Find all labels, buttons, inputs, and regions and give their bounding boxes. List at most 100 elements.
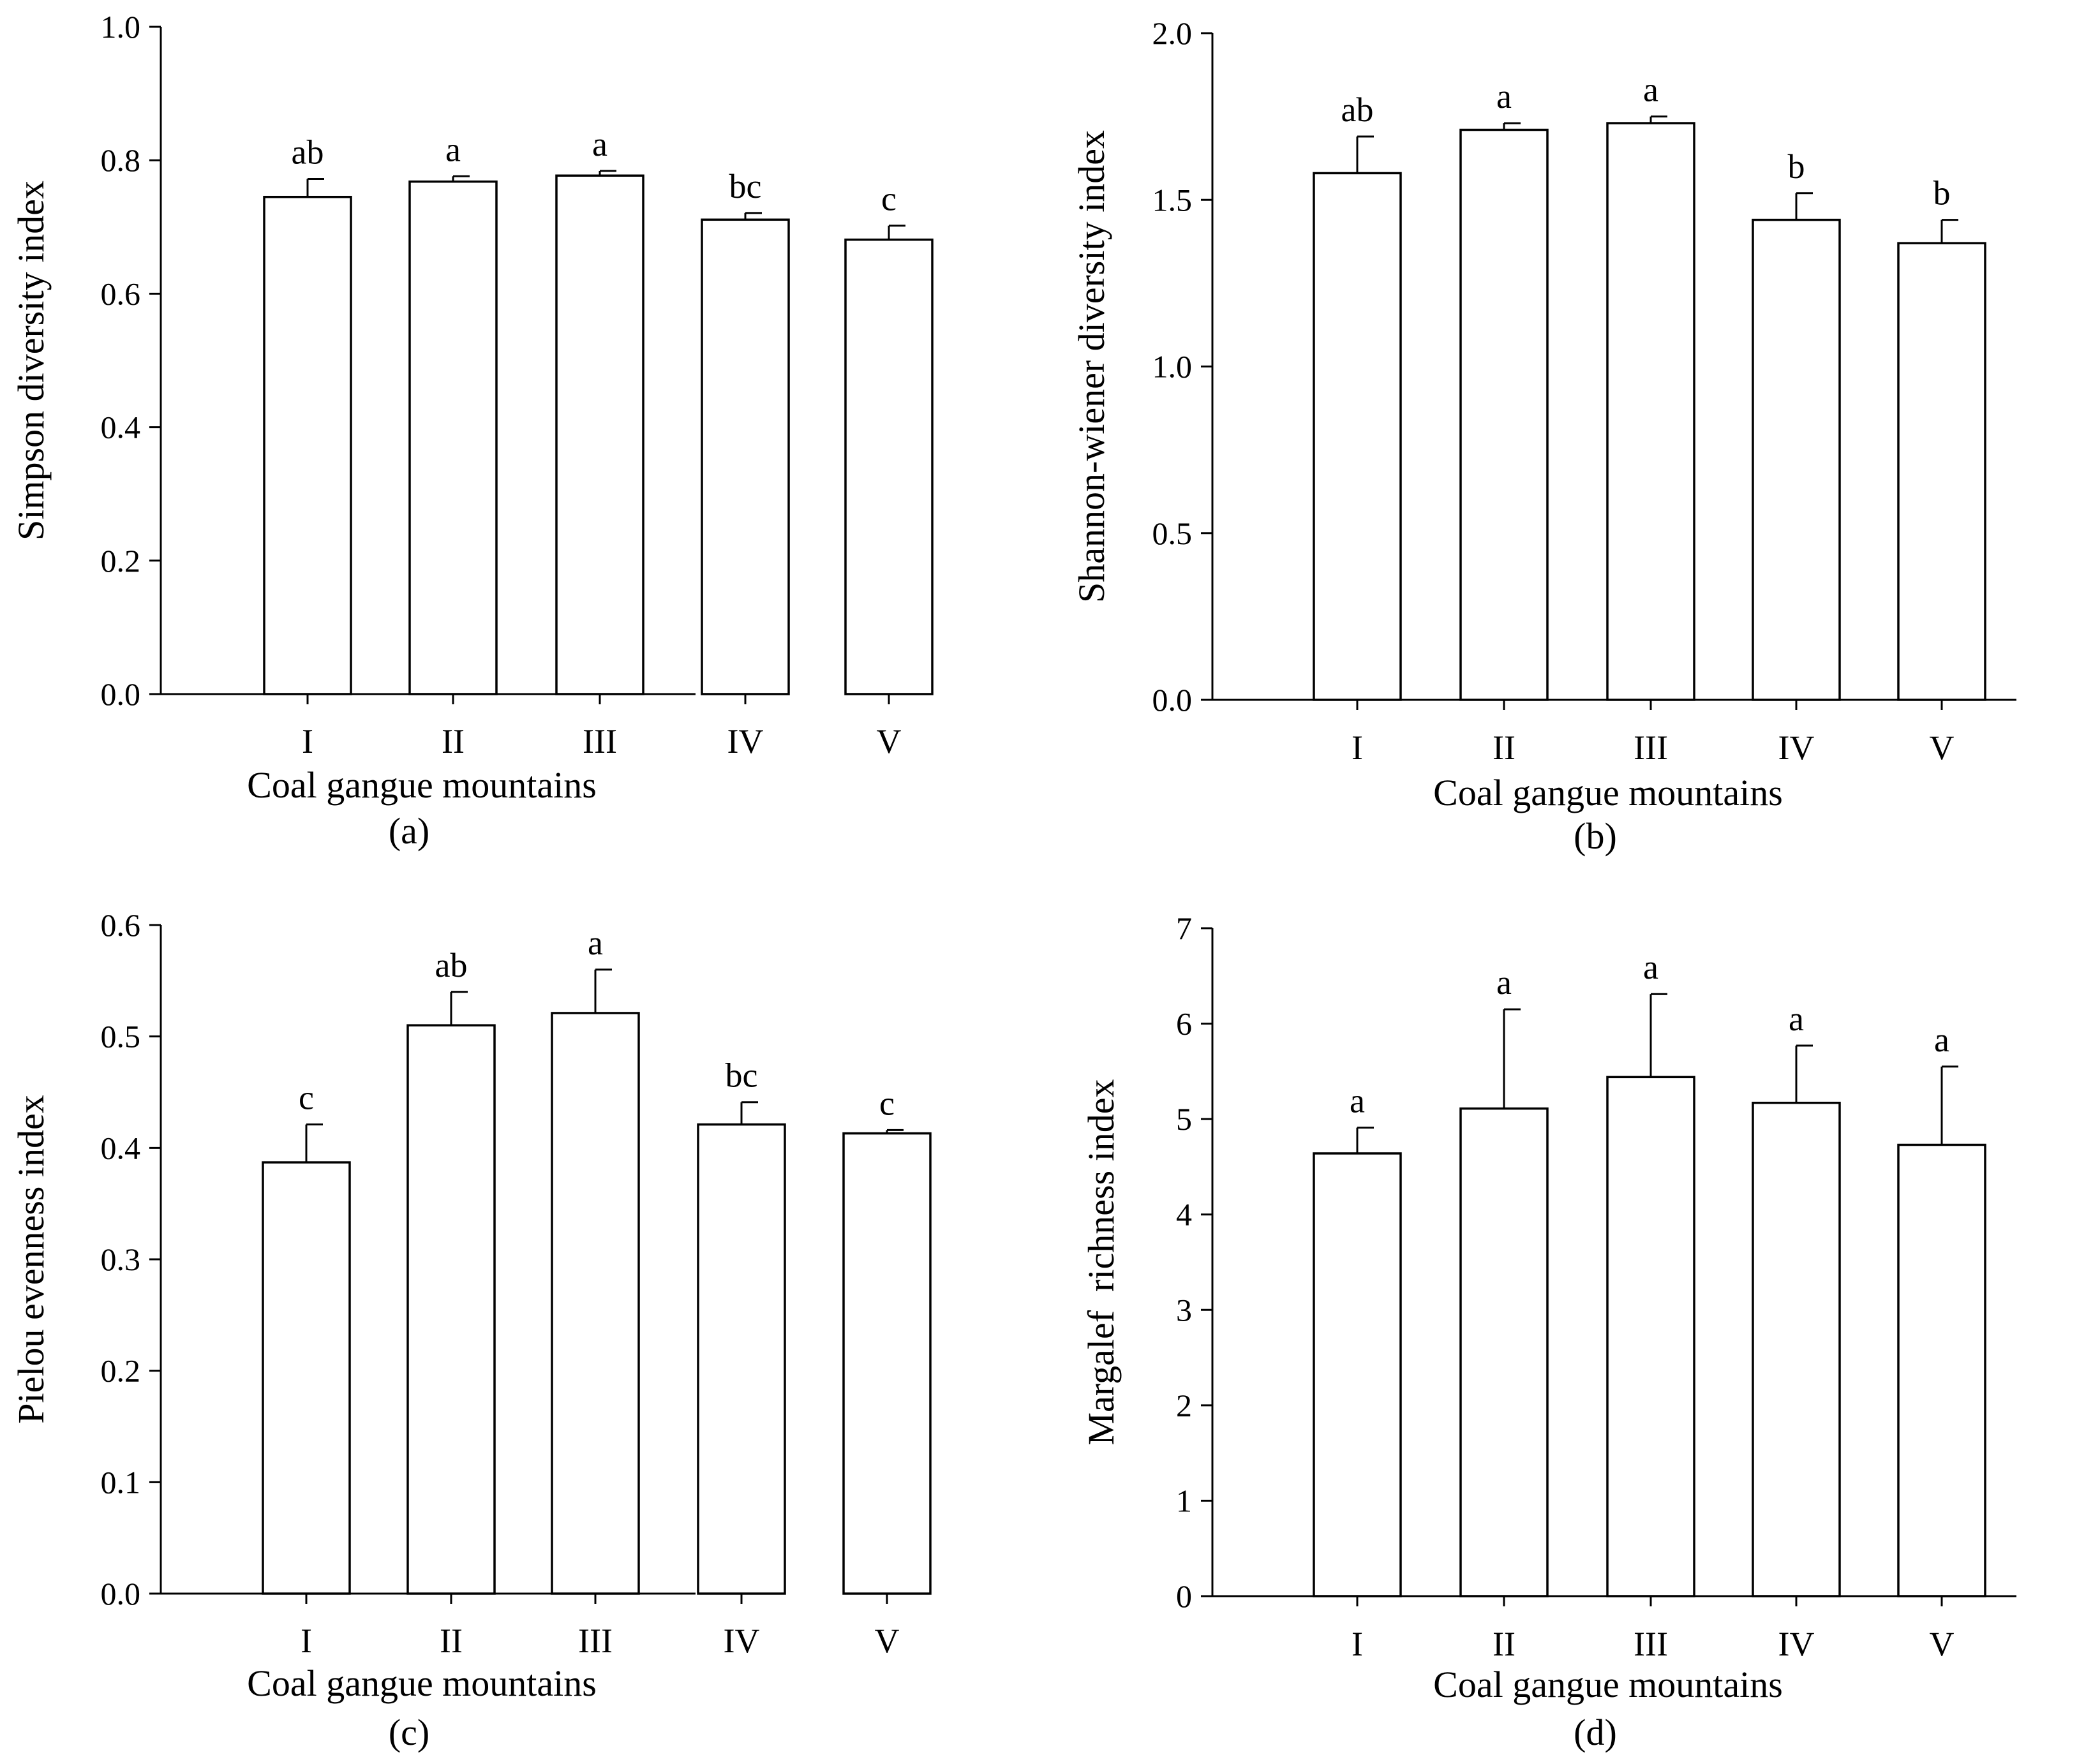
significance-label: a: [588, 924, 603, 962]
y-tick-label: 0.3: [101, 1241, 141, 1277]
bar: [1606, 1076, 1695, 1597]
bar: [551, 1012, 640, 1595]
y-tick-label: 0.4: [101, 1130, 141, 1166]
bar: [1897, 1143, 1986, 1597]
bar: [1606, 122, 1695, 701]
y-tick-label: 0.4: [101, 410, 141, 445]
bar: [555, 174, 644, 695]
y-tick-label: 4: [1176, 1197, 1192, 1233]
x-tick-label: V: [1930, 1625, 1955, 1663]
panel-label: (d): [1574, 1712, 1617, 1753]
significance-label: a: [1496, 77, 1512, 115]
y-tick-label: 0.5: [101, 1019, 141, 1055]
y-tick-label: 1.5: [1152, 182, 1193, 218]
y-tick-label: 1.0: [1152, 349, 1193, 385]
panel-label: (a): [389, 810, 429, 852]
x-tick-label: V: [877, 722, 902, 760]
x-tick-label: III: [1634, 729, 1668, 767]
y-tick-label: 2.0: [1152, 15, 1193, 51]
bar: [842, 1132, 932, 1595]
x-tick-label: I: [1352, 729, 1363, 767]
y-tick-label: 1.0: [101, 9, 141, 45]
significance-label: b: [1788, 147, 1805, 186]
significance-label: bc: [726, 1056, 758, 1095]
y-tick-label: 0.6: [101, 907, 141, 943]
bar: [1897, 242, 1986, 701]
significance-label: a: [1934, 1021, 1949, 1059]
panel-d-chart: 0 1 2 3 4 5 6 7 a Ia II a III a IV a V Coal gangue mounta…: [1080, 910, 2016, 1753]
x-tick-label: II: [442, 722, 465, 760]
x-axis-title: Coal gangue mountains: [247, 764, 597, 806]
x-tick-label: II: [1493, 729, 1515, 767]
bar: [701, 218, 790, 695]
significance-label: a: [445, 130, 461, 168]
bar: [1313, 1152, 1402, 1597]
bar: [263, 195, 352, 695]
y-tick-label: 0.2: [101, 1353, 141, 1389]
bar: [406, 1024, 496, 1595]
x-tick-label: IV: [1778, 1625, 1815, 1663]
bar: [697, 1123, 786, 1595]
x-axis-title: Coal gangue mountains: [1433, 1664, 1783, 1705]
x-tick-label: II: [1493, 1625, 1515, 1663]
x-tick-label: V: [1930, 729, 1955, 767]
x-tick-label: IV: [724, 1622, 760, 1660]
y-tick-label: 0.8: [101, 142, 141, 178]
significance-label: a: [1350, 1082, 1365, 1120]
significance-label: bc: [729, 167, 762, 205]
x-tick-label: I: [301, 1622, 312, 1660]
y-axis-title: Simpson diversity index: [10, 181, 52, 540]
panel-label: (c): [389, 1712, 429, 1753]
x-tick-label: I: [302, 722, 313, 760]
y-tick-label: 0.0: [101, 676, 141, 712]
y-axis-title: Pielou evenness index: [10, 1095, 52, 1423]
significance-label: a: [1643, 948, 1658, 986]
bar: [408, 180, 498, 695]
significance-label: c: [881, 180, 897, 218]
x-tick-label: II: [440, 1622, 463, 1660]
bar: [1752, 218, 1841, 701]
panel-a-chart: 0.0 0.2 0.4 0.6 0.8 1.0 ab Ia II a III bc IV c V Coal g…: [10, 9, 934, 852]
x-tick-label: III: [578, 1622, 613, 1660]
y-tick-label: 6: [1176, 1006, 1192, 1042]
x-tick-label: IV: [1778, 729, 1815, 767]
significance-label: a: [1643, 71, 1658, 109]
significance-label: a: [1496, 963, 1512, 1002]
y-tick-label: 0.1: [101, 1464, 141, 1500]
y-tick-label: 0.2: [101, 543, 141, 579]
x-axis-title: Coal gangue mountains: [1433, 772, 1783, 813]
y-axis-title: Shannon-wiener diversity index: [1071, 130, 1112, 603]
significance-label: ab: [1341, 91, 1374, 129]
significance-label: c: [299, 1079, 314, 1117]
y-tick-label: 0.0: [101, 1576, 141, 1611]
panel-c-chart: 0.0 0.1 0.2 0.3 0.4 0.5 0.6 c Iab II a III bc IV c V Coa…: [10, 907, 932, 1753]
y-tick-label: 3: [1176, 1292, 1192, 1328]
panel-b-chart: 0.0 0.5 1.0 1.5 2.0 ab Ia II a III b IV b V Coal gangu…: [1071, 15, 2016, 857]
significance-label: ab: [435, 946, 468, 984]
bar: [1459, 1107, 1549, 1597]
y-tick-label: 5: [1176, 1101, 1192, 1137]
y-tick-label: 0.6: [101, 276, 141, 311]
significance-label: ab: [292, 133, 324, 171]
bar: [844, 238, 934, 695]
y-tick-label: 0.5: [1152, 515, 1193, 551]
significance-label: c: [879, 1084, 895, 1122]
bar: [1313, 172, 1402, 701]
y-tick-label: 0: [1176, 1578, 1192, 1614]
y-tick-label: 1: [1176, 1483, 1192, 1518]
bar: [1459, 128, 1549, 701]
x-tick-label: I: [1352, 1625, 1363, 1663]
panel-label: (b): [1574, 815, 1617, 857]
significance-label: b: [1933, 174, 1951, 212]
x-tick-label: IV: [727, 722, 764, 760]
significance-label: a: [1789, 1000, 1804, 1038]
bar: [1752, 1101, 1841, 1597]
y-tick-label: 7: [1176, 910, 1192, 946]
bar: [262, 1161, 351, 1595]
y-tick-label: 2: [1176, 1388, 1192, 1423]
y-axis-title: Margalef richness index: [1080, 1079, 1122, 1446]
x-tick-label: III: [1634, 1625, 1668, 1663]
x-tick-label: V: [875, 1622, 900, 1660]
x-axis-title: Coal gangue mountains: [247, 1662, 597, 1704]
